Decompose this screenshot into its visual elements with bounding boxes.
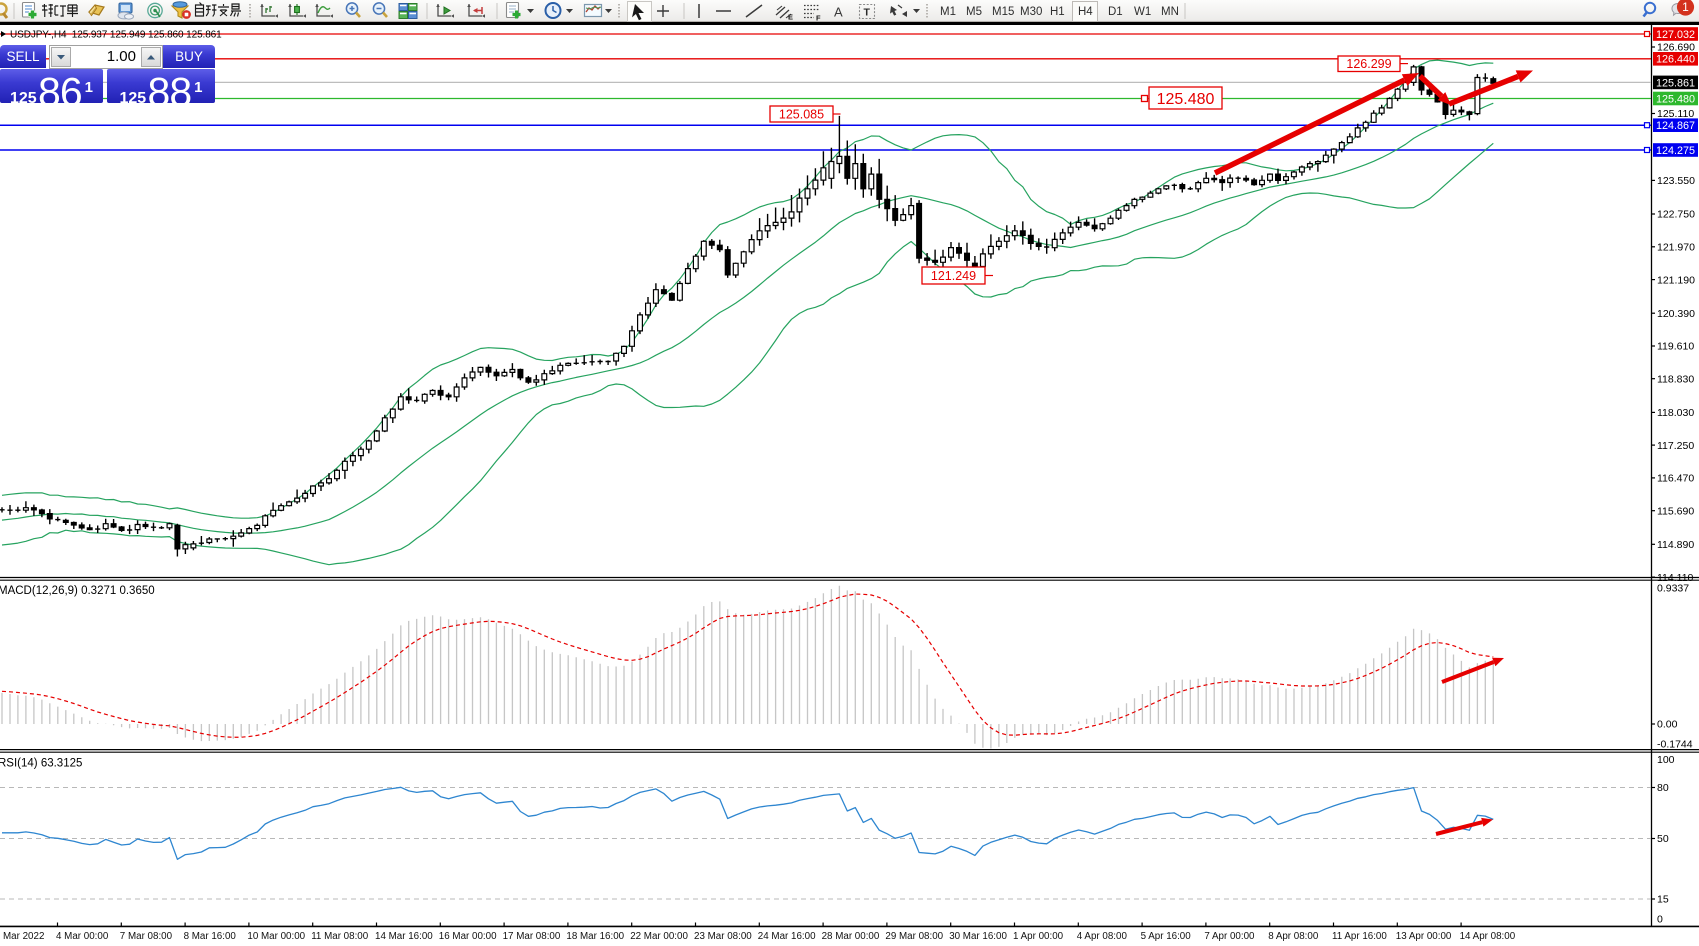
svg-text:23 Mar 08:00: 23 Mar 08:00 — [694, 931, 752, 942]
svg-text:4 Apr 08:00: 4 Apr 08:00 — [1077, 931, 1128, 942]
svg-text:121.970: 121.970 — [1657, 242, 1695, 254]
svg-text:122.750: 122.750 — [1657, 209, 1695, 221]
svg-text:123.550: 123.550 — [1657, 175, 1695, 187]
svg-text:H1: H1 — [1050, 6, 1065, 18]
svg-text:RSI(14) 63.3125: RSI(14) 63.3125 — [0, 758, 82, 770]
svg-text:125.085: 125.085 — [779, 108, 824, 122]
svg-text:127.032: 127.032 — [1656, 29, 1695, 41]
svg-text:126.690: 126.690 — [1657, 42, 1695, 54]
svg-text:80: 80 — [1657, 782, 1669, 794]
svg-text:28 Mar 00:00: 28 Mar 00:00 — [822, 931, 880, 942]
svg-text:0: 0 — [1657, 914, 1663, 926]
svg-text:0.00: 0.00 — [1657, 719, 1678, 731]
svg-text:16 Mar 00:00: 16 Mar 00:00 — [439, 931, 497, 942]
svg-text:125.110: 125.110 — [1657, 108, 1694, 120]
svg-text:120.390: 120.390 — [1657, 308, 1695, 320]
svg-text:USDJPY-,H4 125.937 125.949 12: USDJPY-,H4 125.937 125.949 125.860 125.8… — [10, 30, 222, 41]
svg-text:17 Mar 08:00: 17 Mar 08:00 — [503, 931, 561, 942]
svg-text:24 Mar 16:00: 24 Mar 16:00 — [758, 931, 816, 942]
svg-text:Mar 2022: Mar 2022 — [3, 931, 44, 942]
svg-text:115.690: 115.690 — [1657, 505, 1694, 517]
svg-text:0.9337: 0.9337 — [1657, 583, 1689, 595]
svg-text:5 Apr 16:00: 5 Apr 16:00 — [1141, 931, 1192, 942]
svg-text:D1: D1 — [1108, 6, 1123, 18]
svg-text:11 Apr 16:00: 11 Apr 16:00 — [1332, 931, 1387, 942]
svg-text:22 Mar 00:00: 22 Mar 00:00 — [630, 931, 688, 942]
svg-text:30 Mar 16:00: 30 Mar 16:00 — [949, 931, 1007, 942]
svg-text:14 Apr 08:00: 14 Apr 08:00 — [1460, 931, 1516, 942]
svg-text:T: T — [864, 7, 871, 19]
svg-text:114.890: 114.890 — [1657, 539, 1694, 551]
svg-text:M1: M1 — [940, 6, 956, 18]
svg-text:124.275: 124.275 — [1656, 145, 1695, 157]
svg-text:50: 50 — [1657, 833, 1669, 845]
svg-text:125.480: 125.480 — [1157, 91, 1215, 108]
svg-text:8 Apr 08:00: 8 Apr 08:00 — [1268, 931, 1319, 942]
svg-text:14 Mar 16:00: 14 Mar 16:00 — [375, 931, 433, 942]
svg-text:1 Apr 00:00: 1 Apr 00:00 — [1013, 931, 1064, 942]
svg-text:125.480: 125.480 — [1656, 93, 1695, 105]
svg-text:MACD(12,26,9) 0.3271 0.3650: MACD(12,26,9) 0.3271 0.3650 — [0, 585, 155, 597]
svg-text:29 Mar 08:00: 29 Mar 08:00 — [885, 931, 943, 942]
svg-text:119.610: 119.610 — [1657, 341, 1694, 353]
svg-text:W1: W1 — [1134, 6, 1151, 18]
svg-text:A: A — [834, 5, 843, 20]
svg-text:1: 1 — [1682, 0, 1689, 14]
svg-text:117.250: 117.250 — [1657, 440, 1694, 452]
svg-text:MN: MN — [1161, 6, 1179, 18]
svg-text:15: 15 — [1657, 894, 1669, 906]
svg-text:7 Mar 08:00: 7 Mar 08:00 — [120, 931, 173, 942]
svg-text:7 Apr 00:00: 7 Apr 00:00 — [1204, 931, 1255, 942]
svg-text:4 Mar 00:00: 4 Mar 00:00 — [56, 931, 109, 942]
svg-text:-0.1744: -0.1744 — [1657, 739, 1693, 751]
svg-text:M30: M30 — [1020, 6, 1042, 18]
svg-text:11 Mar 08:00: 11 Mar 08:00 — [311, 931, 369, 942]
svg-text:18 Mar 16:00: 18 Mar 16:00 — [566, 931, 624, 942]
svg-text:116.470: 116.470 — [1657, 473, 1694, 485]
svg-text:M15: M15 — [992, 6, 1014, 18]
svg-text:126.440: 126.440 — [1656, 54, 1695, 66]
svg-text:8 Mar 16:00: 8 Mar 16:00 — [184, 931, 237, 942]
svg-text:10 Mar 00:00: 10 Mar 00:00 — [247, 931, 305, 942]
svg-text:118.830: 118.830 — [1657, 373, 1694, 385]
svg-text:126.299: 126.299 — [1346, 57, 1391, 71]
svg-text:125.861: 125.861 — [1656, 77, 1695, 89]
svg-text:13 Apr 00:00: 13 Apr 00:00 — [1396, 931, 1452, 942]
svg-text:H4: H4 — [1078, 6, 1093, 18]
svg-text:118.030: 118.030 — [1657, 407, 1694, 419]
svg-text:E: E — [788, 13, 793, 22]
svg-text:121.249: 121.249 — [931, 269, 976, 283]
svg-text:100: 100 — [1657, 754, 1675, 766]
svg-text:124.867: 124.867 — [1656, 120, 1695, 132]
svg-text:F: F — [816, 14, 821, 23]
svg-text:M5: M5 — [966, 6, 982, 18]
svg-text:114.110: 114.110 — [1657, 572, 1694, 584]
svg-text:121.190: 121.190 — [1657, 274, 1695, 286]
